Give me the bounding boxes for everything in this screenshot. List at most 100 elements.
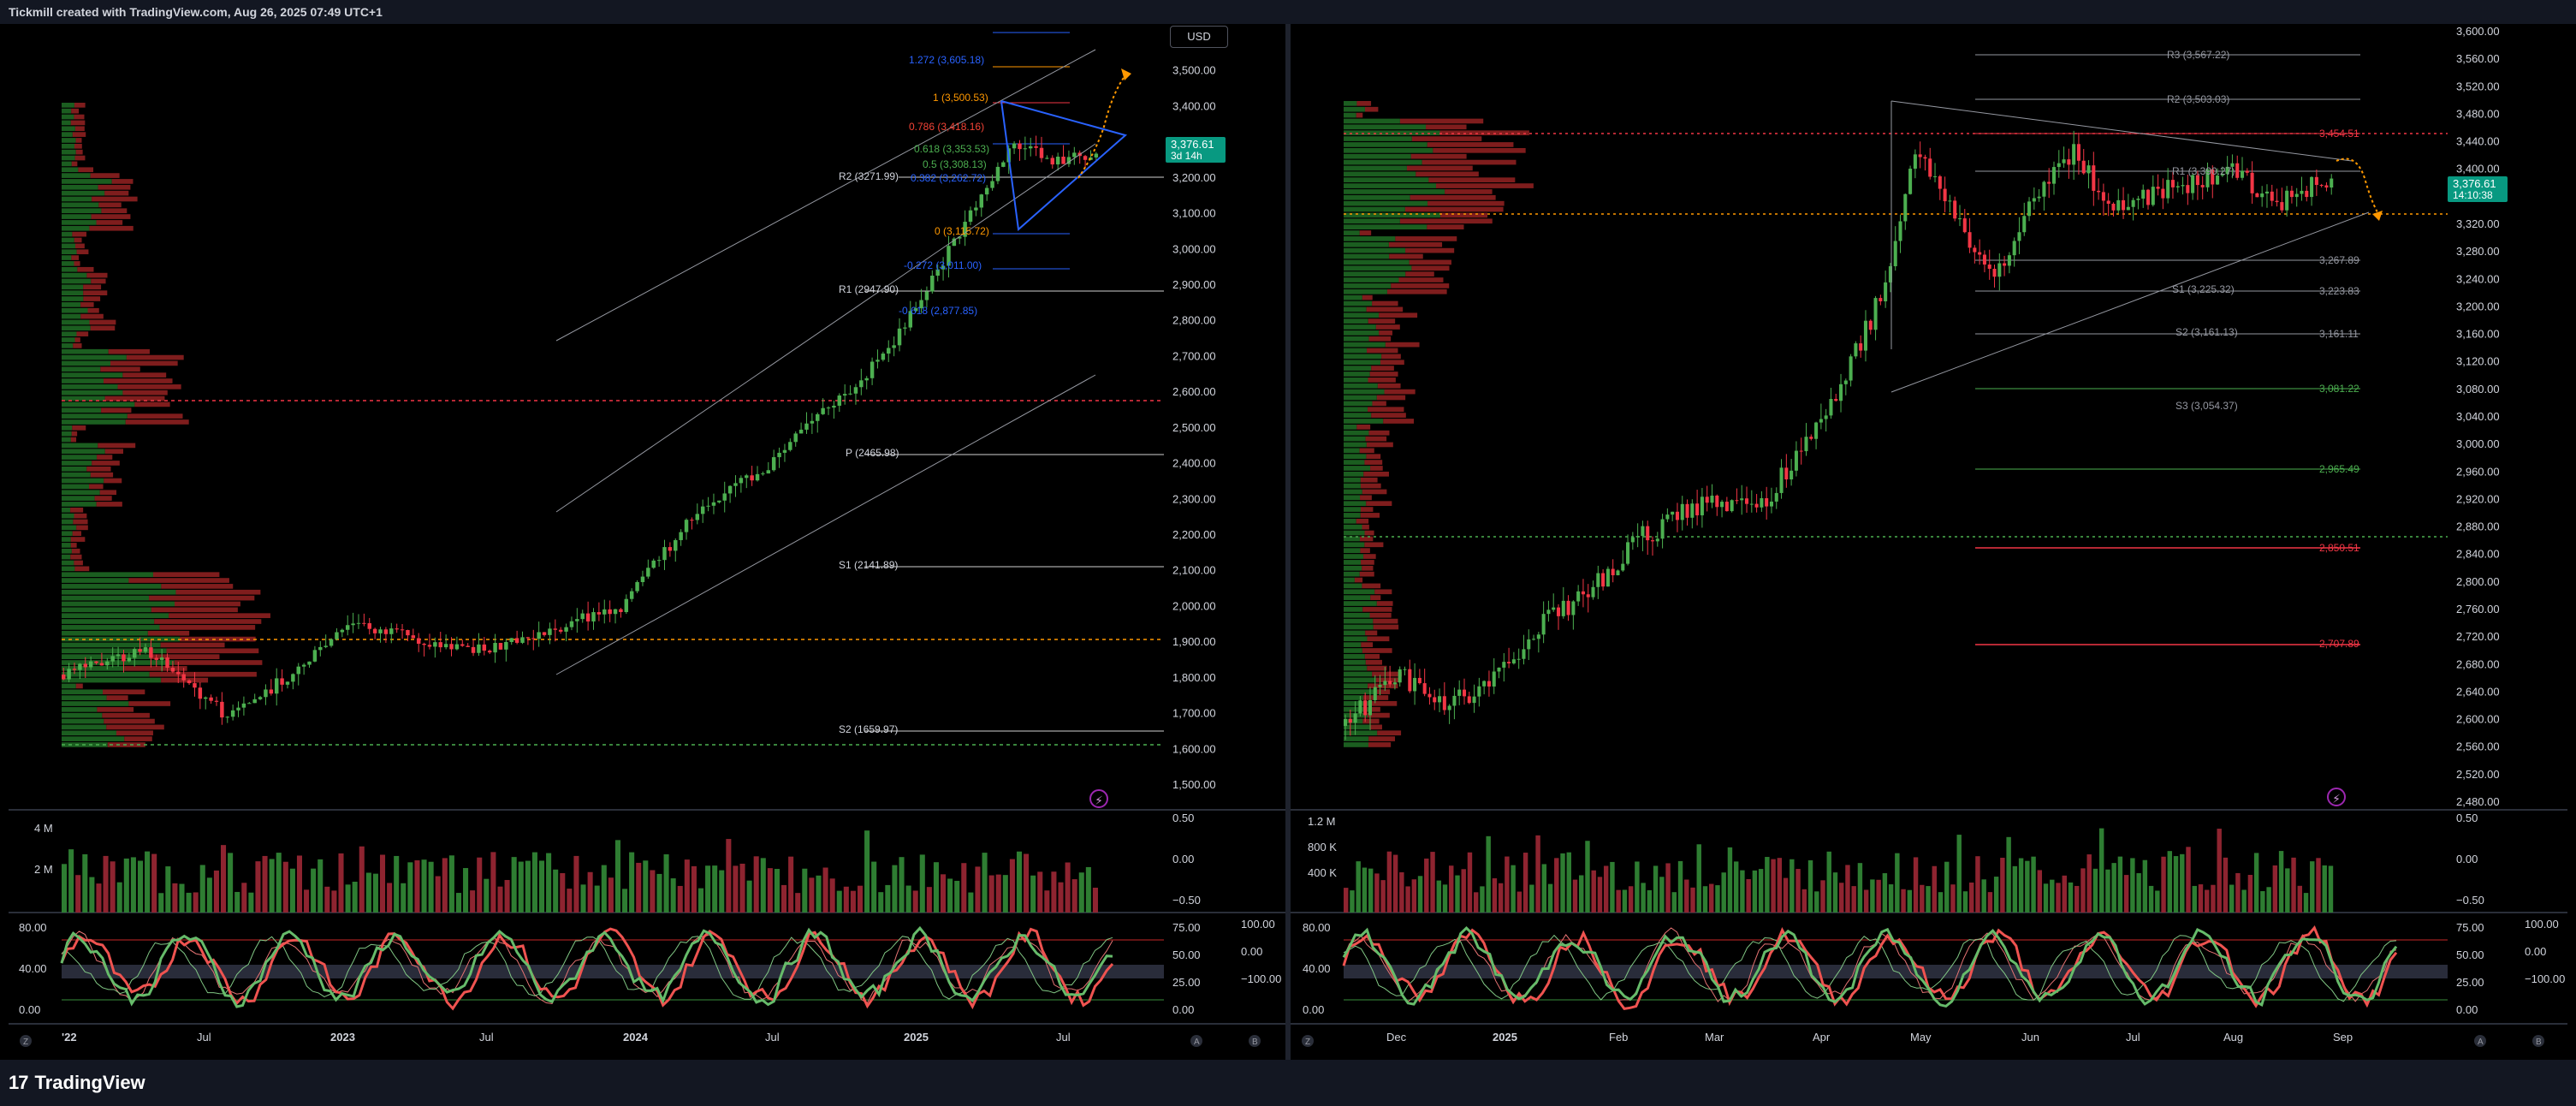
volume-profile-bar xyxy=(1372,300,1398,306)
volume-profile-bar xyxy=(122,372,167,378)
volume-bar xyxy=(248,892,254,913)
price-axis-label: 3,480.00 xyxy=(2456,107,2500,120)
volume-profile-bar xyxy=(62,443,98,449)
volume-profile-bar xyxy=(1344,101,1357,106)
candle-body xyxy=(558,629,563,632)
volume-profile-bar xyxy=(1368,706,1380,712)
volume-bar xyxy=(2266,887,2271,913)
volume-profile-bar xyxy=(1375,324,1400,330)
volume-profile-bar xyxy=(62,179,112,184)
volume-profile-bar xyxy=(1344,194,1410,200)
volume-profile-bar xyxy=(74,103,86,108)
candle-body xyxy=(1066,157,1071,164)
candle-body xyxy=(2062,159,2066,164)
candle-body xyxy=(378,629,383,633)
time-axis-label: Jul xyxy=(1056,1031,1071,1044)
volume-bar xyxy=(788,856,794,913)
tradingview-brand[interactable]: 17 TradingView xyxy=(9,1072,145,1094)
candle-body xyxy=(2186,185,2190,193)
volume-profile-bar xyxy=(117,384,181,389)
candle-body xyxy=(640,576,645,582)
volume-profile-bar xyxy=(1344,612,1370,618)
volume-profile-bar xyxy=(1344,378,1368,383)
volume-profile-bar xyxy=(62,595,150,601)
volume-profile-bar xyxy=(62,173,91,178)
candle-body xyxy=(318,646,323,651)
currency-button[interactable]: USD xyxy=(1170,26,1228,48)
candle-body xyxy=(1740,498,1744,501)
candle-body xyxy=(258,697,263,699)
candle-body xyxy=(1710,495,1714,503)
candle-body xyxy=(2314,176,2318,186)
candle-body xyxy=(739,478,744,484)
volume-profile-bar xyxy=(62,425,73,431)
candle-body xyxy=(427,645,432,647)
corner-button-icon xyxy=(1249,1035,1261,1047)
volume-profile-bar xyxy=(62,120,71,126)
candle-body xyxy=(1715,495,1719,508)
rsi-axis-label: 75.00 xyxy=(2456,921,2484,934)
volume-bar xyxy=(1498,883,1504,913)
volume-profile-bar xyxy=(1344,277,1399,282)
volume-bar xyxy=(726,839,732,913)
candle-body xyxy=(1641,526,1645,537)
lightning-icon[interactable]: ⚡ xyxy=(2327,788,2346,806)
candle-body xyxy=(613,609,618,615)
candle-body xyxy=(908,311,913,328)
candle-body xyxy=(1023,148,1028,150)
volume-bar xyxy=(2018,858,2024,913)
candle-body xyxy=(1507,662,1511,663)
panel-divider[interactable] xyxy=(1285,24,1291,1060)
volume-profile-bar xyxy=(1344,607,1363,612)
candle-body xyxy=(2191,175,2195,193)
candle-body xyxy=(1774,492,1778,502)
volume-bar xyxy=(1486,835,1491,913)
volume-profile-bar xyxy=(1367,636,1390,642)
candle-body xyxy=(674,539,678,551)
corner-button-icon-label: A xyxy=(1194,1038,1200,1047)
candle-body xyxy=(1635,536,1640,538)
right-chart-canvas[interactable]: 3,600.00 3,560.00 3,520.00 3,480.00 3,440.00… xyxy=(1291,24,2567,1060)
volume-profile-bar xyxy=(1344,577,1355,583)
candle-body xyxy=(1055,157,1060,165)
volume-profile-bar xyxy=(1344,706,1369,712)
volume-bar xyxy=(587,871,593,913)
volume-bar xyxy=(2198,884,2204,913)
volume-profile-bar xyxy=(1344,330,1380,336)
volume-profile-bar xyxy=(90,472,114,478)
candle-body xyxy=(1536,634,1540,639)
candle-body xyxy=(1517,658,1521,660)
volume-profile-bar xyxy=(62,730,116,736)
volume-bar xyxy=(975,866,981,913)
volume-profile-bar xyxy=(1344,436,1366,442)
volume-bar xyxy=(712,865,718,913)
candle-body xyxy=(2022,216,2027,233)
volume-profile-bar xyxy=(1344,165,1407,171)
time-axis-label: '22 xyxy=(62,1031,77,1044)
brand-name: TradingView xyxy=(34,1072,145,1093)
volume-profile-bar xyxy=(160,642,225,648)
volume-profile-bar xyxy=(1399,118,1484,124)
candle-body xyxy=(422,643,426,645)
candle-body xyxy=(930,276,935,292)
pivot-label: P (2465.98) xyxy=(846,447,899,459)
volume-bar xyxy=(1801,889,1807,913)
candle-body xyxy=(1502,662,1506,668)
candle-body xyxy=(2225,166,2229,175)
volume-bar xyxy=(643,860,649,913)
left-chart-panel[interactable]: 3,600.003,500.003,400.003,300.003,200.00… xyxy=(9,24,1285,1060)
candle-body xyxy=(504,641,508,650)
right-chart-panel[interactable]: 3,600.00 3,560.00 3,520.00 3,480.00 3,440.00… xyxy=(1291,24,2567,1060)
price-axis-label: 3,200.00 xyxy=(1172,171,1216,184)
volume-profile-bar xyxy=(1344,336,1369,342)
candle-body xyxy=(853,387,858,394)
candle-body xyxy=(1908,169,1913,194)
volume-profile-bar xyxy=(89,225,134,231)
stoch-line xyxy=(61,936,1113,1000)
volume-bar xyxy=(1981,879,1986,913)
price-axis-label: 3,100.00 xyxy=(1172,207,1216,220)
lightning-icon[interactable]: ⚡ xyxy=(1089,789,1108,808)
volume-profile-bar xyxy=(1376,395,1406,401)
volume-profile-bar xyxy=(1427,224,1464,229)
left-chart-canvas[interactable]: 3,600.003,500.003,400.003,300.003,200.00… xyxy=(9,24,1285,1060)
